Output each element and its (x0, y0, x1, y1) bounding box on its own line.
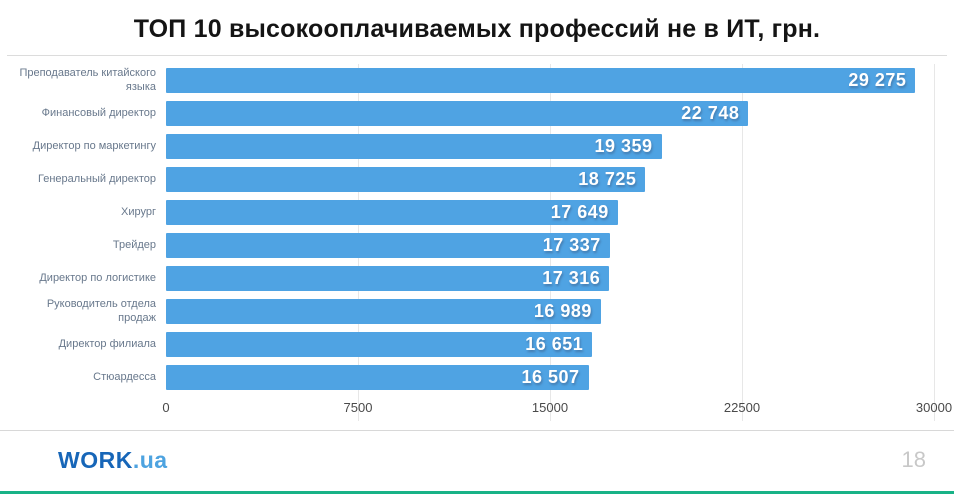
category-label: Хирург (121, 205, 156, 218)
value-label: 16 507 (521, 367, 580, 387)
bar-row: 16 989 (166, 295, 934, 328)
plot-area: 29 275 22 748 19 359 18 725 17 649 17 337 17 3… (162, 64, 952, 421)
value-label: 17 649 (550, 202, 609, 222)
bar-row: 17 649 (166, 196, 934, 229)
value-label: 22 748 (681, 103, 740, 123)
axis-tick-label: 22500 (723, 400, 761, 415)
category-label: Директор филиала (58, 337, 156, 350)
bar: 16 989 (166, 299, 601, 324)
axis-tick-label: 30000 (915, 400, 953, 415)
page-number: 18 (901, 447, 926, 472)
value-label: 17 316 (542, 268, 601, 288)
category-label: Руководитель отдела продаж (46, 297, 156, 324)
value-label: 29 275 (848, 70, 907, 90)
bar: 16 651 (166, 332, 593, 357)
bar-chart: Преподаватель китайского языка Финансовый… (10, 64, 952, 421)
axis-tick-label: 0 (162, 400, 170, 415)
bar-row: 18 725 (166, 163, 934, 196)
category-labels-column: Преподаватель китайского языка Финансовый… (10, 64, 166, 421)
category-label: Директор по маркетингу (32, 139, 156, 152)
x-axis: 0 7500 15000 22500 30000 (162, 397, 952, 421)
axis-tick-label: 7500 (343, 400, 373, 415)
bar: 18 725 (166, 167, 646, 192)
bar-row: 19 359 (166, 130, 934, 163)
bar-row: 29 275 (166, 64, 934, 97)
footer: WORK.ua 18 (0, 432, 954, 488)
bar: 19 359 (166, 134, 662, 159)
category-label: Финансовый директор (41, 106, 156, 119)
bar: 29 275 (166, 68, 916, 93)
category-label: Генеральный директор (38, 172, 156, 185)
gridline (934, 64, 935, 421)
bar: 22 748 (166, 101, 749, 126)
value-label: 16 989 (533, 301, 592, 321)
bar: 17 316 (166, 266, 610, 291)
category-label: Стюардесса (93, 370, 156, 383)
chart-title: ТОП 10 высокооплачиваемых профессий не в… (133, 15, 821, 43)
bar-row: 16 651 (166, 328, 934, 361)
category-label: Преподаватель китайского языка (19, 66, 156, 93)
bar-row: 17 337 (166, 229, 934, 262)
value-label: 19 359 (594, 136, 653, 156)
bar: 17 337 (166, 233, 610, 258)
footer-divider (0, 430, 954, 431)
bar-row: 16 507 (166, 361, 934, 394)
bar: 16 507 (166, 365, 589, 390)
title-divider (7, 55, 947, 56)
bar: 17 649 (166, 200, 618, 225)
work-ua-logo: WORK.ua (58, 447, 168, 474)
gridline (742, 64, 743, 421)
axis-tick-label: 15000 (531, 400, 569, 415)
logo-text-work: WORK (58, 446, 133, 473)
bar-row: 22 748 (166, 97, 934, 130)
logo-text-ua: .ua (132, 446, 168, 473)
value-label: 16 651 (525, 334, 584, 354)
bar-row: 17 316 (166, 262, 934, 295)
value-label: 18 725 (578, 169, 637, 189)
category-label: Трейдер (112, 238, 156, 251)
category-label: Директор по логистике (39, 271, 156, 284)
value-label: 17 337 (542, 235, 601, 255)
bars: 29 275 22 748 19 359 18 725 17 649 17 337 17 3… (166, 64, 934, 394)
